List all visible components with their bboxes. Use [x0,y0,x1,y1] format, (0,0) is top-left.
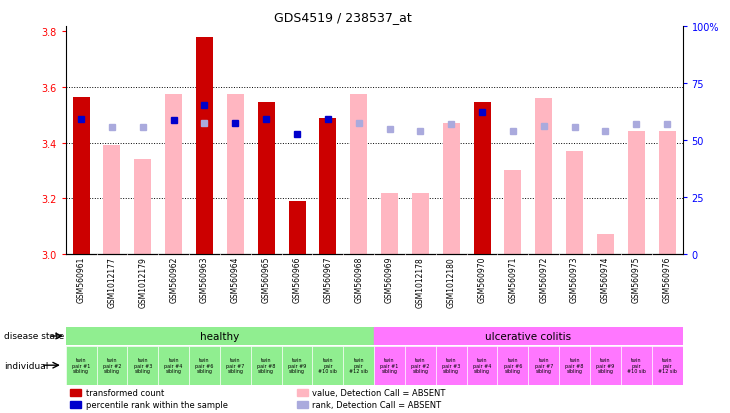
Text: GSM560962: GSM560962 [169,256,178,302]
Text: GSM560968: GSM560968 [354,256,364,302]
Bar [443,124,460,254]
Text: twin
pair #6
sibling: twin pair #6 sibling [504,357,522,374]
Text: GSM560976: GSM560976 [663,256,672,303]
Text: ulcerative colitis: ulcerative colitis [485,331,572,341]
Text: GSM560973: GSM560973 [570,256,579,303]
Text: twin
pair #4
sibling: twin pair #4 sibling [473,357,491,374]
Bar [258,103,274,254]
Bar [297,389,308,396]
Text: twin
pair #7
sibling: twin pair #7 sibling [226,357,245,374]
Bar [227,95,244,254]
Bar [70,389,81,396]
Bar [196,95,213,254]
Bar [297,401,308,408]
Text: twin
pair #2
sibling: twin pair #2 sibling [103,357,121,374]
Text: value, Detection Call = ABSENT: value, Detection Call = ABSENT [312,388,446,397]
Text: GSM560966: GSM560966 [293,256,301,303]
Text: twin
pair #3
sibling: twin pair #3 sibling [134,357,152,374]
Text: GSM560975: GSM560975 [631,256,641,303]
Bar [466,346,498,385]
Text: twin
pair #9
sibling: twin pair #9 sibling [596,357,615,374]
Text: GSM560967: GSM560967 [323,256,332,303]
Text: GSM1012177: GSM1012177 [107,256,117,307]
Text: GSM1012179: GSM1012179 [138,256,147,307]
Text: twin
pair #6
sibling: twin pair #6 sibling [196,357,214,374]
Bar [597,235,614,254]
Bar [405,346,436,385]
Text: GSM560961: GSM560961 [77,256,85,302]
Text: healthy: healthy [200,331,239,341]
Text: twin
pair
#10 sib: twin pair #10 sib [318,357,337,374]
Text: GSM1012178: GSM1012178 [416,256,425,307]
Bar [158,346,189,385]
Text: GSM560963: GSM560963 [200,256,209,303]
Text: GSM560974: GSM560974 [601,256,610,303]
Text: GSM560964: GSM560964 [231,256,240,303]
Bar [498,346,529,385]
Bar [134,160,151,254]
Bar [559,346,590,385]
Bar [312,346,343,385]
Bar [189,346,220,385]
Text: GSM560969: GSM560969 [385,256,394,303]
Bar [96,346,128,385]
Bar [620,346,652,385]
Bar [374,346,405,385]
Bar [436,346,466,385]
Text: twin
pair #8
sibling: twin pair #8 sibling [566,357,584,374]
Text: twin
pair #4
sibling: twin pair #4 sibling [164,357,182,374]
Text: disease state: disease state [4,332,64,341]
Title: GDS4519 / 238537_at: GDS4519 / 238537_at [274,11,412,24]
Bar [652,346,683,385]
Bar [73,97,90,254]
Bar [628,132,645,254]
Text: GSM1012180: GSM1012180 [447,256,456,307]
Bar [196,38,213,254]
Bar [412,193,429,254]
Bar [165,95,182,254]
Bar [590,346,620,385]
Bar [381,193,398,254]
Text: twin
pair #1
sibling: twin pair #1 sibling [72,357,91,374]
Text: twin
pair
#12 sib: twin pair #12 sib [658,357,677,374]
Bar [350,95,367,254]
Bar [566,152,583,254]
Text: twin
pair #2
sibling: twin pair #2 sibling [411,357,429,374]
Bar [70,401,81,408]
Text: twin
pair #1
sibling: twin pair #1 sibling [380,357,399,374]
Bar [320,118,337,254]
Text: twin
pair #3
sibling: twin pair #3 sibling [442,357,461,374]
Text: GSM560970: GSM560970 [477,256,487,303]
Text: transformed count: transformed count [85,388,164,397]
Text: GSM560972: GSM560972 [539,256,548,302]
Text: twin
pair #7
sibling: twin pair #7 sibling [534,357,553,374]
Text: individual: individual [4,361,48,370]
Bar [282,346,312,385]
Bar [374,328,683,345]
Bar [66,346,96,385]
Bar [658,132,675,254]
Bar [474,103,491,254]
Bar [288,202,305,254]
Text: GSM560965: GSM560965 [261,256,271,303]
Text: twin
pair #8
sibling: twin pair #8 sibling [257,357,275,374]
Text: percentile rank within the sample: percentile rank within the sample [85,400,228,409]
Bar [529,346,559,385]
Text: twin
pair
#12 sib: twin pair #12 sib [349,357,368,374]
Text: GSM560971: GSM560971 [508,256,518,302]
Text: twin
pair
#10 sib: twin pair #10 sib [627,357,646,374]
Bar [220,346,251,385]
Bar [504,171,521,254]
Bar [535,99,552,254]
Bar [128,346,158,385]
Bar [66,328,374,345]
Bar [251,346,282,385]
Text: twin
pair #9
sibling: twin pair #9 sibling [288,357,306,374]
Bar [343,346,374,385]
Bar [104,146,120,254]
Text: rank, Detection Call = ABSENT: rank, Detection Call = ABSENT [312,400,442,409]
